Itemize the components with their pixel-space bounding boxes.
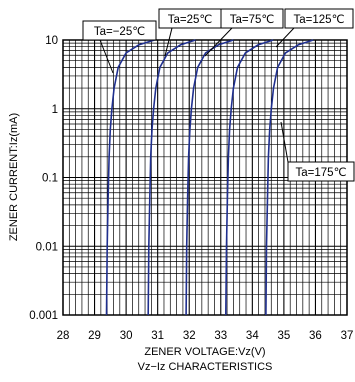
y-tick-label: 0.01 (36, 241, 58, 253)
callout-leader-4 (275, 27, 295, 48)
y-tick-label: 1 (52, 104, 58, 116)
y-tick-labels: 10 1 0.1 0.01 0.001 (29, 35, 58, 322)
x-tick-label: 35 (277, 330, 290, 342)
callout-leader-2 (164, 27, 173, 57)
series-label-3: Ta=75℃ (230, 14, 275, 26)
x-axis-title: ZENER VOLTAGE:Vz(V) (144, 346, 265, 358)
x-tick-label: 34 (246, 330, 259, 342)
callout-leader-1 (99, 39, 114, 74)
series-line-2 (147, 39, 196, 316)
callout-leader-5 (280, 121, 289, 163)
x-tick-label: 29 (88, 330, 101, 342)
series-label-2: Ta=25℃ (168, 14, 213, 26)
curves (105, 39, 314, 316)
callout-leader-3 (204, 27, 233, 57)
series-label-5: Ta=175℃ (296, 167, 347, 179)
x-tick-label: 32 (183, 330, 196, 342)
callout-box-4 (284, 8, 354, 29)
y-tick-label: 0.1 (42, 173, 58, 185)
x-tick-label: 31 (151, 330, 164, 342)
series-line-3 (185, 39, 234, 316)
series-label-1: Ta=−25℃ (94, 26, 145, 38)
x-tick-label: 33 (214, 330, 227, 342)
series-label-4: Ta=125℃ (294, 14, 345, 26)
y-axis-title: ZENER CURRENT:Iz(mA) (8, 113, 20, 241)
callout-box-1 (82, 20, 157, 41)
series-line-5 (265, 39, 314, 316)
x-tick-label: 36 (309, 330, 322, 342)
x-tick-label: 28 (57, 330, 70, 342)
x-tick-label: 30 (120, 330, 133, 342)
y-tick-label: 10 (45, 35, 58, 47)
series-line-4 (225, 39, 274, 316)
y-tick-label: 0.001 (29, 310, 58, 322)
x-tick-labels: 28 29 30 31 32 33 34 35 36 37 (57, 330, 354, 342)
chart-caption: Vz−Iz CHARACTERISTICS (138, 361, 273, 373)
callout-box-5 (287, 161, 355, 182)
legend-callouts: Ta=−25℃ Ta=25℃ Ta=75℃ Ta=125℃ Ta=175℃ (82, 8, 355, 182)
x-tick-label: 37 (341, 330, 354, 342)
series-line-1 (105, 39, 155, 316)
callout-box-3 (220, 8, 284, 29)
